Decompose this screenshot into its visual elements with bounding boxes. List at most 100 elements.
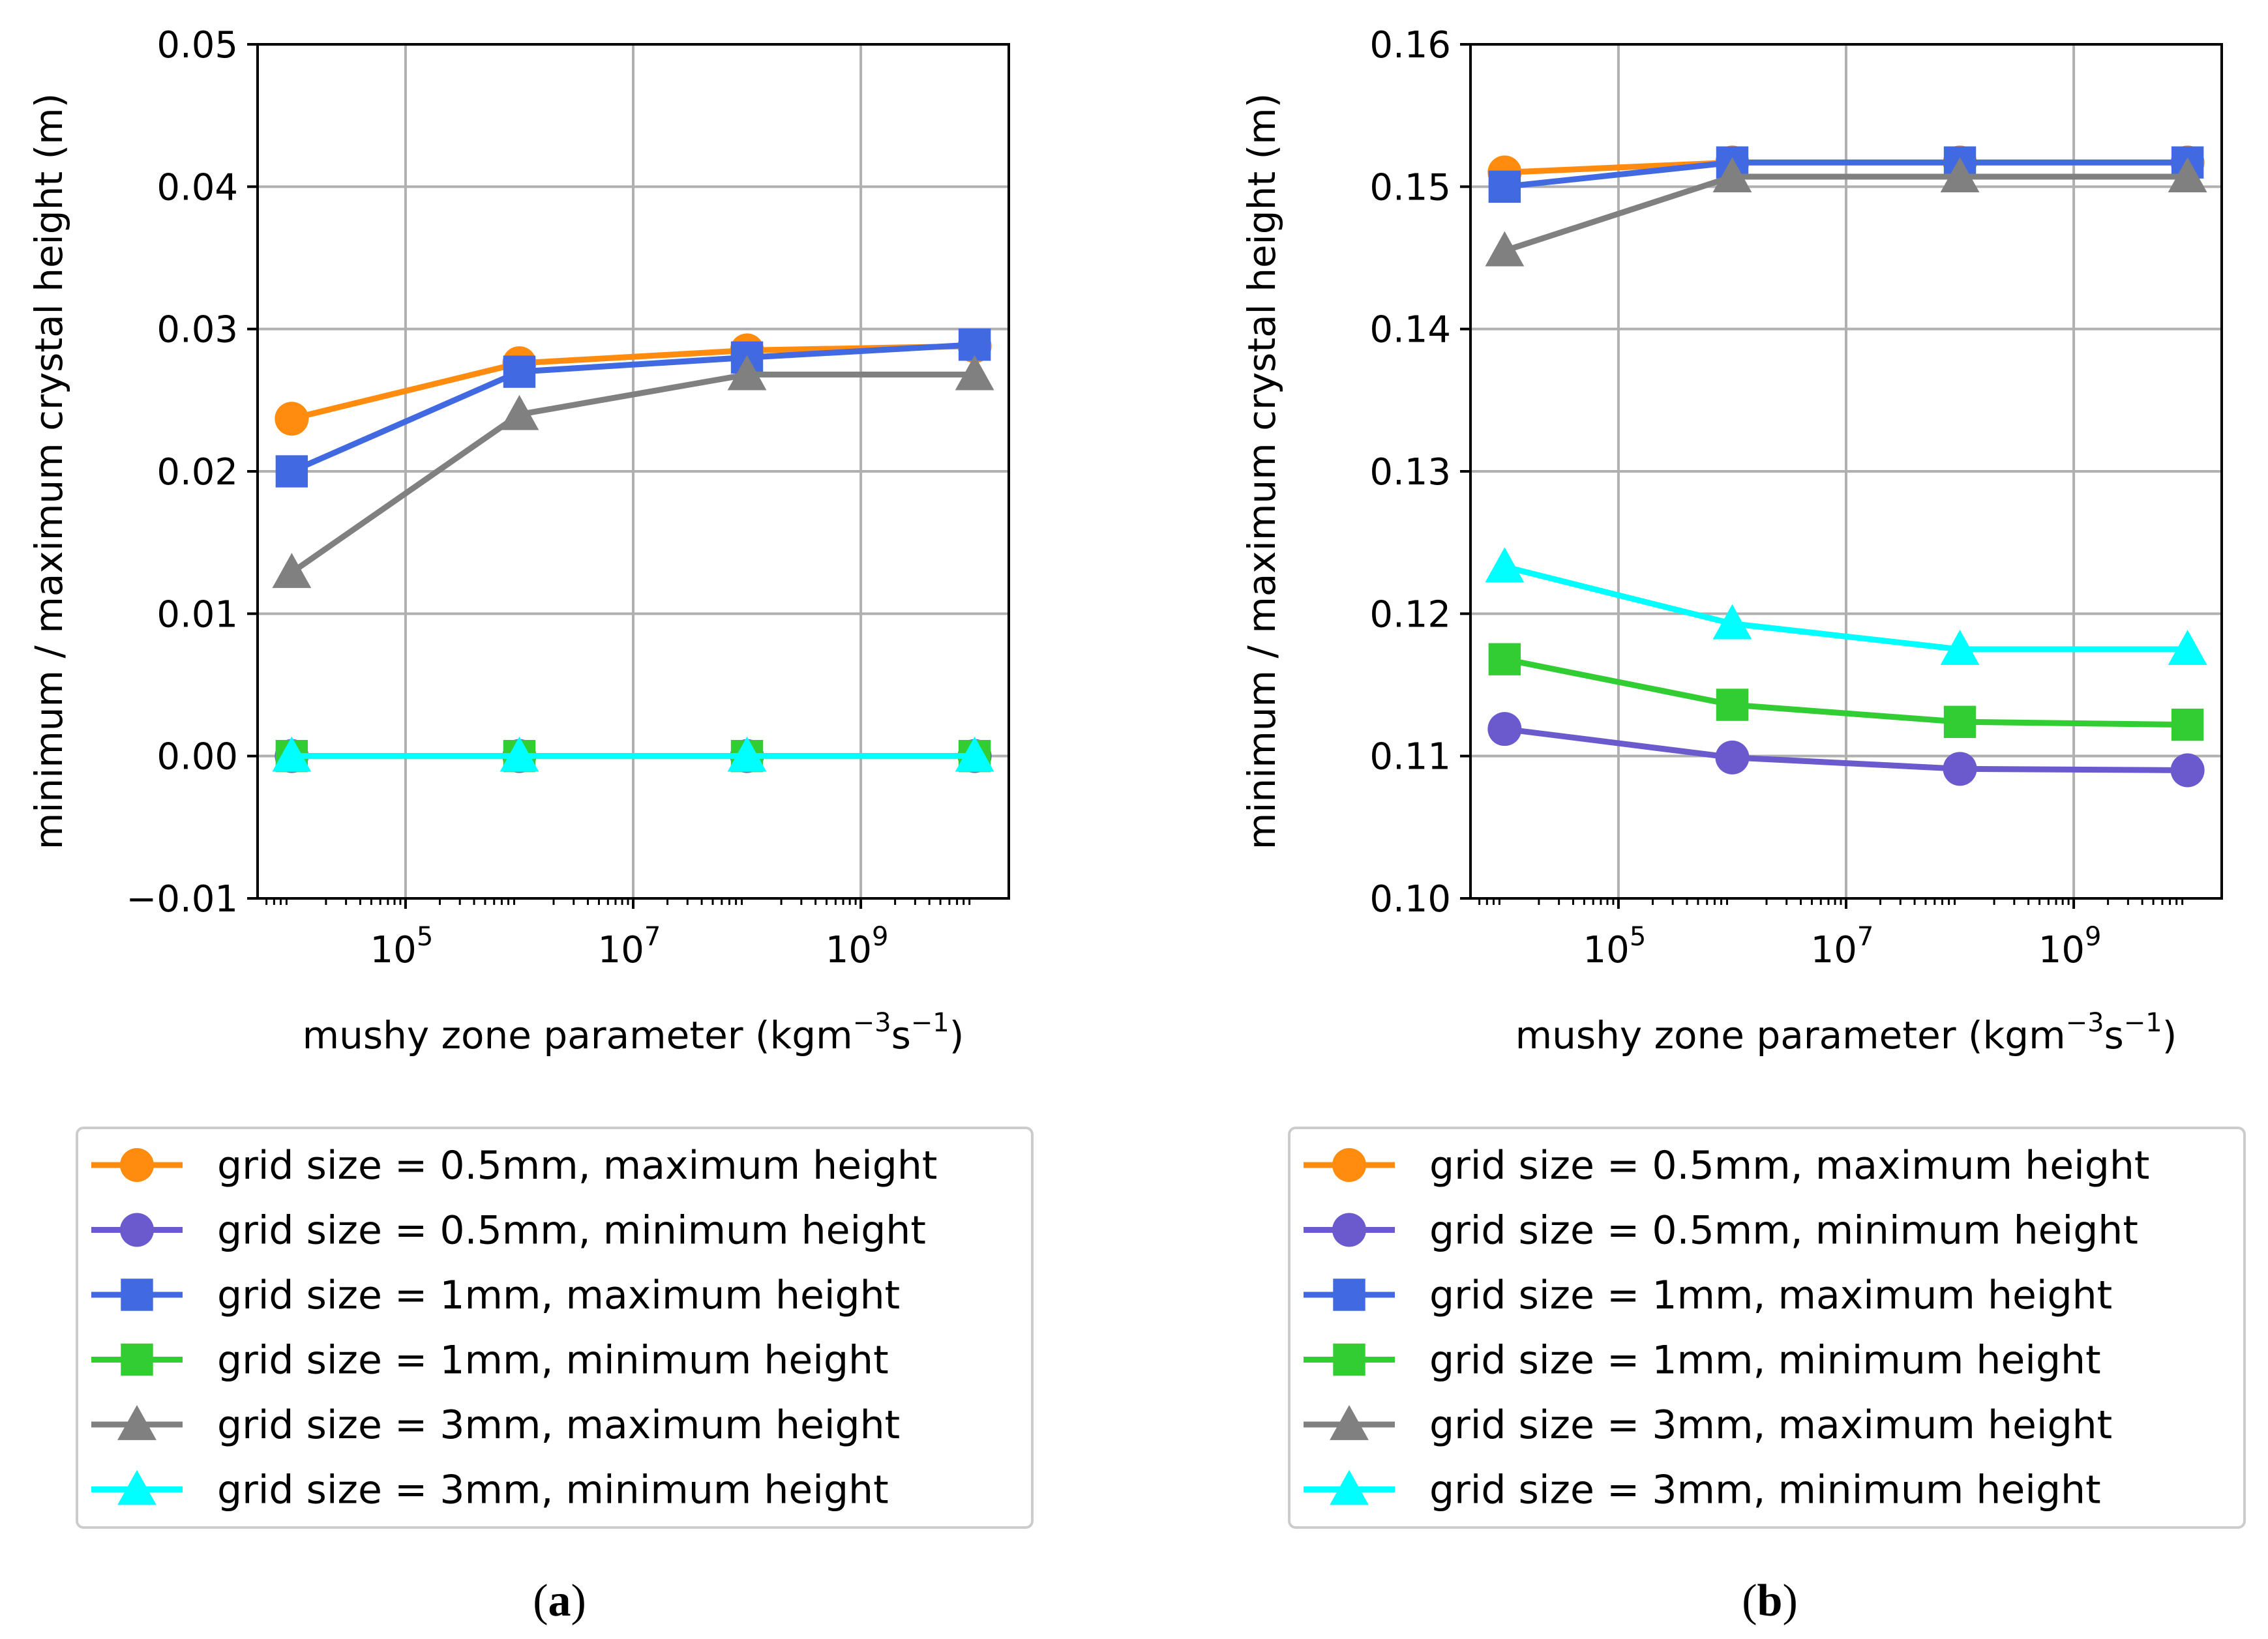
data-point bbox=[727, 355, 767, 391]
data-point bbox=[2168, 630, 2207, 665]
data-point bbox=[2168, 157, 2207, 192]
caption-letter: b bbox=[1757, 1576, 1783, 1626]
series-line bbox=[1504, 656, 2188, 728]
legend-label: grid size = 1mm, minimum height bbox=[1429, 1338, 2101, 1383]
data-point bbox=[1940, 157, 1980, 192]
data-point bbox=[1716, 688, 1749, 721]
data-point bbox=[503, 355, 536, 388]
data-point bbox=[1712, 157, 1752, 192]
x-axis-label-part: −3 bbox=[853, 1008, 891, 1038]
legend-marker bbox=[1330, 1405, 1369, 1440]
plot-frame bbox=[256, 43, 1010, 900]
y-tick-label: 0.10 bbox=[1369, 878, 1451, 921]
x-axis-label-part: s bbox=[2104, 1013, 2124, 1057]
x-tick-label: 109 bbox=[2038, 922, 2102, 971]
data-point bbox=[1943, 705, 1977, 738]
data-point bbox=[2171, 708, 2204, 741]
series-line bbox=[1504, 159, 2188, 190]
caption-paren: ) bbox=[1782, 1576, 1797, 1626]
x-tick-exponent: 5 bbox=[417, 922, 433, 952]
data-point bbox=[275, 455, 308, 488]
x-tick-label: 107 bbox=[1811, 922, 1874, 971]
caption-paren: ( bbox=[533, 1576, 548, 1626]
legend-label: grid size = 0.5mm, minimum height bbox=[1429, 1208, 2138, 1254]
x-axis-label-part: −3 bbox=[2066, 1008, 2104, 1038]
legend-item: grid size = 0.5mm, maximum height bbox=[1304, 1143, 2149, 1189]
series-2 bbox=[1488, 146, 2204, 203]
x-axis-label-part: mushy zone parameter (kgm bbox=[303, 1013, 853, 1057]
data-point bbox=[2170, 753, 2205, 788]
legend-label: grid size = 3mm, maximum height bbox=[1429, 1402, 2112, 1448]
series-line bbox=[290, 372, 975, 575]
legend-item: grid size = 1mm, minimum height bbox=[1304, 1338, 2101, 1383]
x-tick-base: 10 bbox=[826, 929, 872, 971]
data-point bbox=[955, 736, 994, 772]
caption-paren: ) bbox=[571, 1576, 586, 1626]
data-point bbox=[1485, 547, 1525, 583]
legend-marker bbox=[1332, 1213, 1366, 1247]
x-axis-label-part: −1 bbox=[2124, 1008, 2162, 1038]
data-point bbox=[1485, 231, 1525, 267]
x-tick-exponent: 9 bbox=[872, 922, 888, 952]
caption-paren: ( bbox=[1742, 1576, 1757, 1626]
legend: grid size = 0.5mm, maximum height grid si… bbox=[1288, 1127, 2246, 1529]
y-tick-label: 0.01 bbox=[157, 593, 238, 636]
legend-item: grid size = 3mm, maximum height bbox=[1304, 1402, 2112, 1448]
data-point bbox=[1943, 752, 1977, 786]
legend: grid size = 0.5mm, maximum height grid si… bbox=[76, 1127, 1034, 1529]
legend-item: grid size = 3mm, minimum height bbox=[1304, 1468, 2101, 1513]
x-tick-label: 105 bbox=[1583, 922, 1647, 971]
x-tick-base: 10 bbox=[1583, 929, 1630, 971]
series-3 bbox=[1488, 643, 2204, 741]
series-5 bbox=[1485, 547, 2207, 665]
legend-marker bbox=[121, 1343, 153, 1376]
legend-label: grid size = 1mm, maximum height bbox=[1429, 1273, 2112, 1318]
series-5 bbox=[272, 736, 994, 772]
legend-marker bbox=[1333, 1278, 1365, 1311]
x-tick-label: 105 bbox=[370, 922, 434, 971]
x-axis-label-part: ) bbox=[2162, 1013, 2177, 1057]
legend-item: grid size = 0.5mm, maximum height bbox=[91, 1143, 937, 1189]
x-axis-label: mushy zone parameter (kgm−3s−1) bbox=[303, 1008, 964, 1057]
x-tick-exponent: 7 bbox=[1857, 922, 1873, 952]
y-tick-label: 0.00 bbox=[157, 736, 238, 778]
y-tick-label: 0.12 bbox=[1369, 593, 1451, 636]
y-tick-label: 0.05 bbox=[157, 24, 238, 66]
legend-label: grid size = 3mm, minimum height bbox=[217, 1468, 889, 1513]
x-axis-label: mushy zone parameter (kgm−3s−1) bbox=[1515, 1008, 2177, 1057]
y-axis-label: minimum / maximum crystal height (m) bbox=[27, 93, 71, 850]
series-line bbox=[1504, 726, 2188, 773]
y-tick-label: 0.04 bbox=[157, 166, 238, 209]
data-point bbox=[1712, 604, 1752, 640]
legend-label: grid size = 3mm, minimum height bbox=[1429, 1468, 2101, 1513]
data-point bbox=[500, 394, 539, 430]
x-tick-base: 10 bbox=[1811, 929, 1857, 971]
x-axis-label-part: −1 bbox=[911, 1008, 949, 1038]
x-tick-exponent: 5 bbox=[1630, 922, 1646, 952]
series-4 bbox=[1485, 157, 2207, 267]
legend-item: grid size = 1mm, minimum height bbox=[91, 1338, 889, 1383]
legend-label: grid size = 1mm, maximum height bbox=[217, 1273, 900, 1318]
series-line bbox=[290, 342, 975, 475]
legend-label: grid size = 0.5mm, maximum height bbox=[1429, 1143, 2149, 1189]
panel-caption: (b) bbox=[1742, 1576, 1798, 1626]
legend-item: grid size = 1mm, maximum height bbox=[91, 1273, 900, 1318]
y-axis-label: minimum / maximum crystal height (m) bbox=[1240, 93, 1284, 850]
data-point bbox=[955, 355, 994, 391]
data-point bbox=[1715, 740, 1750, 775]
legend-frame bbox=[1288, 1127, 2246, 1529]
legend-item: grid size = 0.5mm, minimum height bbox=[91, 1208, 926, 1254]
legend-marker bbox=[117, 1405, 157, 1440]
series-1 bbox=[1487, 712, 2205, 788]
y-tick-label: 0.14 bbox=[1369, 309, 1451, 351]
series-line bbox=[1504, 563, 2188, 653]
y-tick-label: 0.16 bbox=[1369, 24, 1451, 66]
x-tick-label: 109 bbox=[826, 922, 889, 971]
legend-label: grid size = 0.5mm, maximum height bbox=[217, 1143, 937, 1189]
data-point bbox=[1488, 643, 1521, 675]
x-tick-base: 10 bbox=[2038, 929, 2085, 971]
legend-marker bbox=[1330, 1469, 1369, 1505]
data-point bbox=[727, 736, 767, 772]
